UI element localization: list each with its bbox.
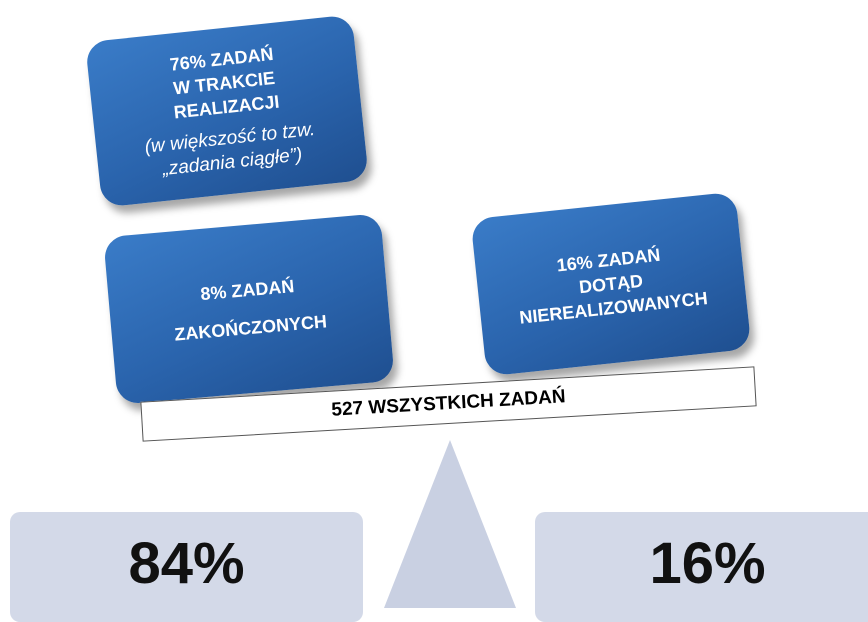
left-panel: 84% [10,512,363,622]
beam-label: 527 WSZYSTKICH ZADAŃ [330,386,567,421]
box-completed: 8% ZADAŃ ZAKOŃCZONYCH [103,213,395,405]
box-in-progress: 76% ZADAŃ W TRAKCIE REALIZACJI (w większ… [85,14,369,208]
page: 84% 16% 76% ZADAŃ W TRAKCIE REALIZACJI (… [10,14,868,622]
fulcrum-layer [384,440,516,608]
box-not-started: 16% ZADAŃ DOTĄD NIEREALIZOWANYCH [470,191,752,377]
fulcrum [384,440,516,608]
box-line: 8% ZADAŃ [199,276,296,305]
right-panel: 16% [535,512,868,622]
box-line: ZAKOŃCZONYCH [173,311,328,345]
left-percent: 84% [128,531,245,596]
right-percent: 16% [649,531,766,596]
